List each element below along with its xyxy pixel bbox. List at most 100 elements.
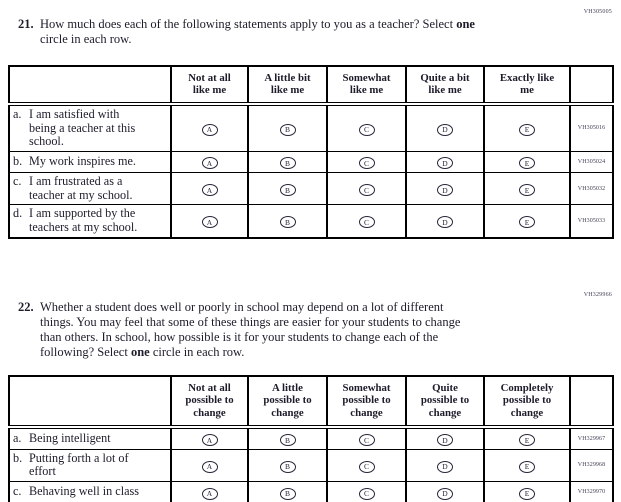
question-text: Whether a student does well or poorly in… [40, 300, 460, 361]
statement: d. I am supported by the teachers at my sc… [13, 207, 168, 234]
option-bubble-a[interactable]: A [201, 184, 218, 197]
question-text-line: Whether a student does well or poorly in… [40, 299, 444, 314]
option-bubble-d[interactable]: D [437, 157, 453, 170]
statement-text: Being intelligent [29, 430, 111, 445]
option-bubble-d[interactable]: D [437, 123, 453, 136]
option-bubble-e[interactable]: E [519, 487, 535, 500]
row-letter: d. [13, 206, 23, 221]
option-bubble-e[interactable]: E [519, 434, 535, 447]
option-bubble-b[interactable]: B [279, 487, 296, 500]
question-text-line: things. You may feel that some of these … [40, 314, 461, 329]
statement: b. My work inspires me. [13, 154, 168, 169]
option-bubble-b[interactable]: B [279, 157, 296, 170]
column-header: Quite a bit like me [405, 64, 485, 106]
option-bubble-a[interactable]: A [201, 157, 218, 170]
response-table-q21: Not at all like me A little bit like me Some… [8, 64, 614, 239]
option-cell: D [405, 204, 485, 239]
statement-header-cell [8, 64, 172, 106]
option-cell: C [326, 481, 407, 502]
option-bubble-b[interactable]: B [279, 216, 296, 229]
column-header: Not at all like me [170, 64, 249, 106]
row-letter: a. [13, 430, 22, 445]
option-bubble-b[interactable]: B [279, 460, 296, 473]
option-bubble-e[interactable]: E [519, 157, 535, 170]
option-bubble-d[interactable]: D [437, 216, 453, 229]
option-cell: C [326, 171, 407, 206]
option-bubble-b[interactable]: B [279, 123, 296, 136]
statement-cell: c. I am frustrated as a teacher at my scho… [8, 171, 172, 206]
option-bubble-e[interactable]: E [519, 216, 535, 229]
option-bubble-a[interactable]: A [201, 216, 218, 229]
option-bubble-d[interactable]: D [437, 434, 453, 447]
column-header: Somewhat like me [326, 64, 407, 106]
option-bubble-d[interactable]: D [437, 487, 453, 500]
statement-text: I am satisfied with being a teacher at th… [29, 106, 136, 149]
option-bubble-c[interactable]: C [358, 487, 375, 500]
code-header-cell [569, 64, 614, 106]
option-cell: D [405, 426, 485, 450]
statement: a. Being intelligent [13, 430, 168, 446]
question-text: How much does each of the following stat… [40, 17, 475, 48]
option-bubble-c[interactable]: C [358, 460, 375, 473]
column-header: A little bit like me [247, 64, 328, 106]
header-row: Not at all possible to change A little possi… [8, 375, 614, 429]
option-cell: D [405, 171, 485, 206]
option-bubble-a[interactable]: A [201, 487, 218, 500]
option-cell: A [170, 204, 249, 239]
option-bubble-b[interactable]: B [279, 434, 296, 447]
row-letter: a. [13, 106, 22, 121]
option-bubble-c[interactable]: C [358, 123, 375, 136]
table-row: a. I am satisfied with being a teacher at … [8, 103, 614, 152]
option-bubble-d[interactable]: D [437, 460, 453, 473]
statement: b. Putting forth a lot of effort [13, 450, 168, 479]
statement-cell: a. I am satisfied with being a teacher at … [8, 103, 172, 152]
column-header: Completely possible to change [483, 375, 571, 429]
response-table-q22: Not at all possible to change A little possi… [8, 374, 614, 502]
option-bubble-e[interactable]: E [519, 460, 535, 473]
row-letter: b. [13, 450, 23, 465]
option-cell: E [483, 103, 571, 152]
option-cell: E [483, 481, 571, 502]
statement-cell: a. Being intelligent [8, 426, 172, 450]
table-row: a. Being intelligent A B C D E VH329967 [8, 426, 614, 450]
statement-cell: b. Putting forth a lot of effort [8, 448, 172, 483]
option-bubble-e[interactable]: E [519, 123, 535, 136]
option-bubble-c[interactable]: C [358, 157, 375, 170]
statement-text: I am frustrated as a teacher at my school… [29, 173, 133, 202]
option-bubble-c[interactable]: C [358, 184, 375, 197]
option-cell: D [405, 103, 485, 152]
question-number: 22. [18, 299, 34, 314]
option-bubble-d[interactable]: D [437, 184, 453, 197]
option-cell: C [326, 150, 407, 173]
option-bubble-a[interactable]: A [201, 434, 218, 447]
option-cell: A [170, 426, 249, 450]
row-letter: b. [13, 154, 23, 169]
option-cell: C [326, 426, 407, 450]
option-bubble-a[interactable]: A [201, 460, 218, 473]
row-letter: c. [13, 484, 22, 499]
option-cell: D [405, 448, 485, 483]
statement: a. I am satisfied with being a teacher at … [13, 106, 168, 149]
column-header: Somewhat possible to change [326, 375, 407, 429]
statement-cell: b. My work inspires me. [8, 150, 172, 173]
option-cell: B [247, 204, 328, 239]
option-bubble-b[interactable]: B [279, 184, 296, 197]
option-cell: B [247, 481, 328, 502]
option-cell: D [405, 150, 485, 173]
question-text-line: than others. In school, how possible is … [40, 330, 439, 345]
option-bubble-c[interactable]: C [358, 216, 375, 229]
question-text-line: How much does each of the following stat… [40, 17, 475, 31]
table-row: b. Putting forth a lot of effort A B C D E VH329… [8, 448, 614, 483]
column-header: Exactly like me [483, 64, 571, 106]
option-bubble-a[interactable]: A [201, 123, 218, 136]
option-bubble-c[interactable]: C [358, 434, 375, 447]
question-block-22: VH329966 22. Whether a student does well… [0, 291, 621, 502]
option-cell: A [170, 481, 249, 502]
table-row: d. I am supported by the teachers at my sc… [8, 204, 614, 239]
variable-code: VH329967 [569, 426, 614, 450]
option-bubble-e[interactable]: E [519, 184, 535, 197]
option-cell: B [247, 171, 328, 206]
table-row: c. Behaving well in class A B C D E VH329970 [8, 481, 614, 502]
table-row: c. I am frustrated as a teacher at my scho… [8, 171, 614, 206]
